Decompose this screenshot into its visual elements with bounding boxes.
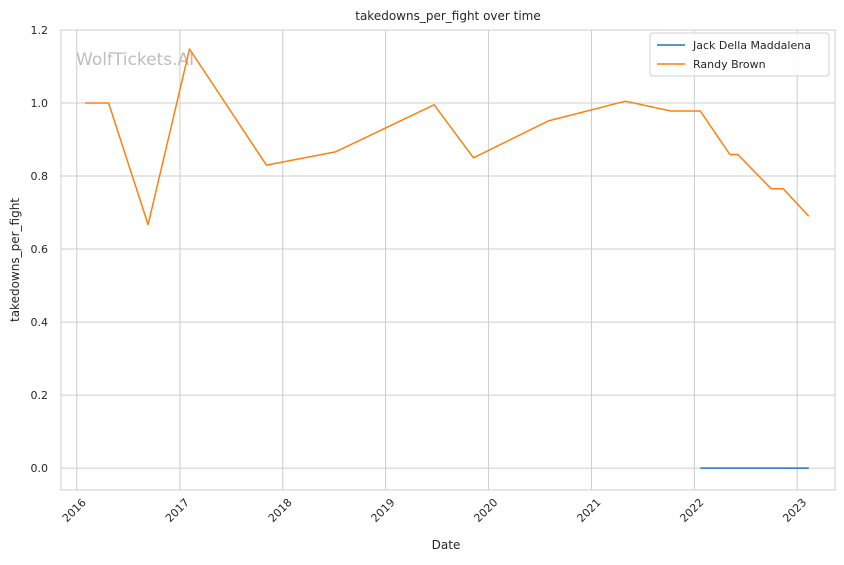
y-axis-ticks: 0.0 0.2 0.4 0.6 0.8 1.0 1.2	[31, 24, 49, 475]
x-axis-title: Date	[432, 538, 461, 552]
x-tick-label: 2017	[163, 496, 192, 525]
x-tick-label: 2021	[575, 496, 604, 525]
x-tick-label: 2016	[60, 496, 89, 525]
legend-label-jack-della-maddalena: Jack Della Maddalena	[692, 39, 811, 52]
legend-box	[649, 32, 830, 77]
series-layer	[84, 48, 810, 469]
y-tick-label: 1.0	[31, 97, 49, 110]
y-tick-label: 0.8	[31, 170, 49, 183]
x-tick-label: 2018	[266, 496, 295, 525]
x-tick-label: 2019	[369, 496, 398, 525]
x-tick-label: 2020	[471, 496, 500, 525]
plot-frame	[60, 29, 836, 491]
series-line-randy-brown	[84, 48, 810, 226]
legend: Jack Della Maddalena Randy Brown	[649, 32, 830, 77]
y-tick-label: 0.4	[31, 316, 49, 329]
legend-label-randy-brown: Randy Brown	[693, 58, 766, 71]
y-tick-label: 1.2	[31, 24, 49, 37]
x-tick-label: 2022	[677, 496, 706, 525]
y-tick-label: 0.0	[31, 462, 49, 475]
grid	[61, 29, 835, 490]
watermark: WolfTickets.AI	[76, 50, 194, 70]
x-tick-label: 2023	[780, 496, 809, 525]
y-axis-title: takedowns_per_fight	[8, 198, 22, 322]
y-tick-label: 0.6	[31, 243, 49, 256]
y-tick-label: 0.2	[31, 389, 49, 402]
x-axis-ticks: 2016 2017 2018 2019 2020 2021 2022 2023	[60, 496, 809, 525]
chart-title: takedowns_per_fight over time	[355, 9, 541, 23]
